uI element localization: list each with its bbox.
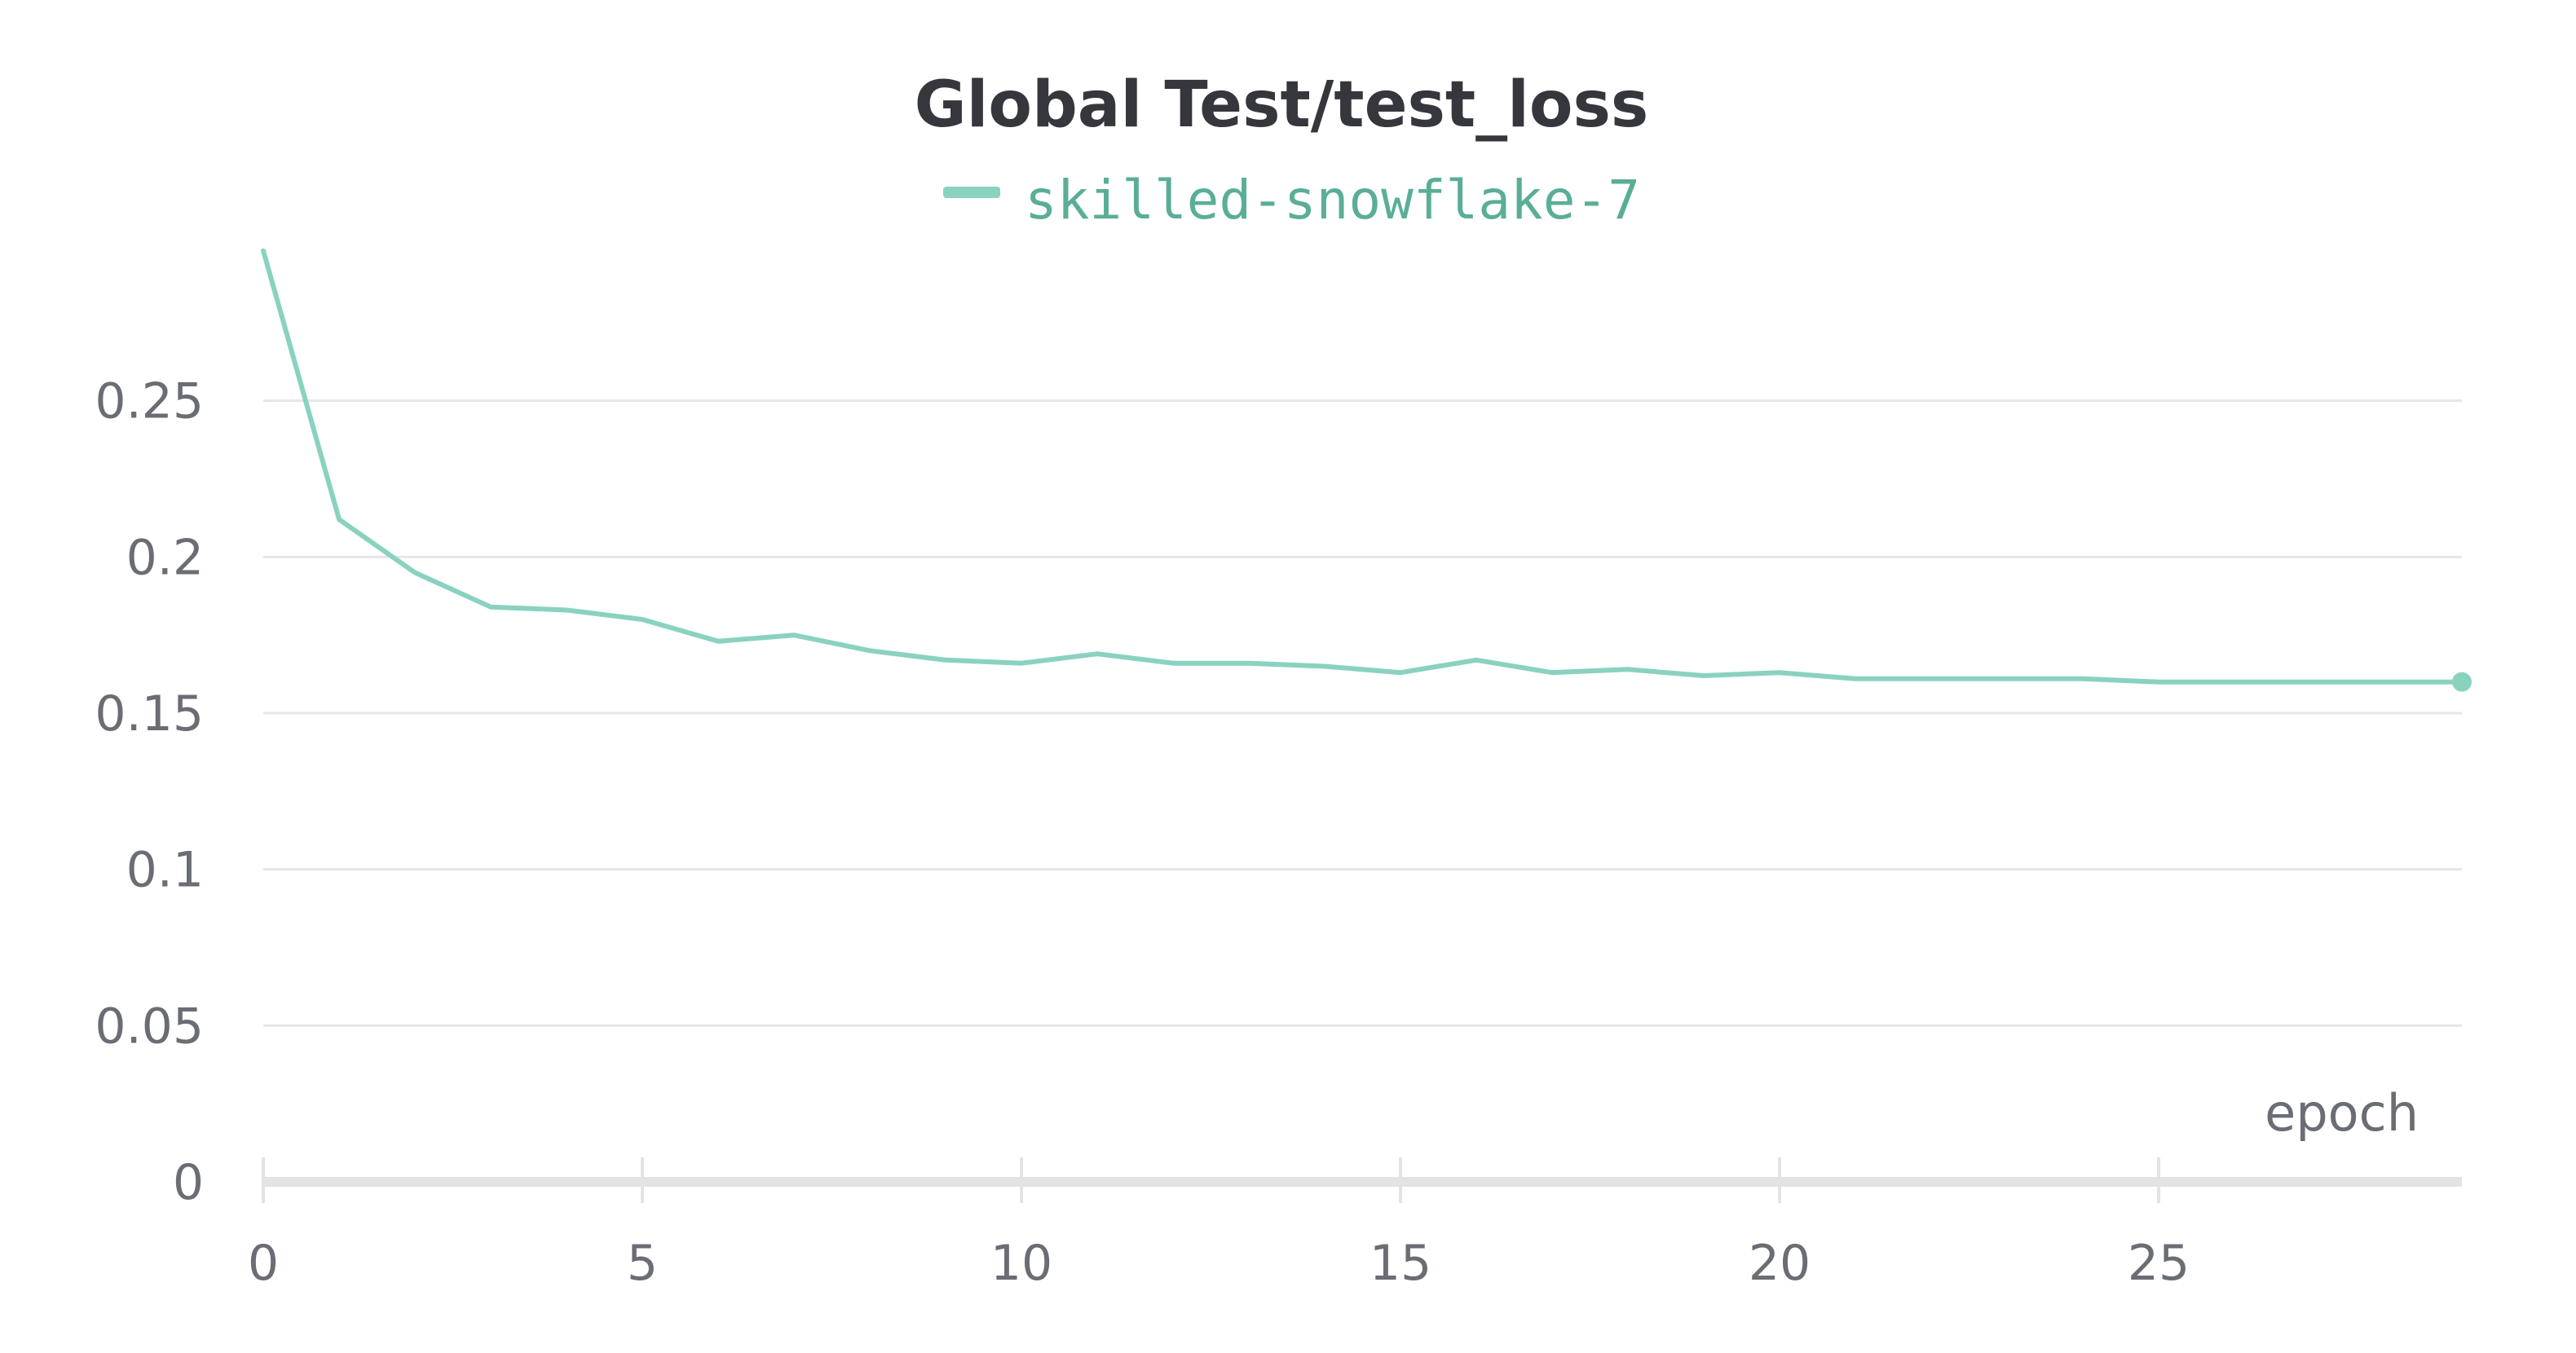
legend-swatch-skilled-snowflake-7 [943, 187, 1000, 198]
y-tick-label-2: 0.1 [126, 842, 204, 899]
data-point-25[interactable] [2154, 677, 2164, 687]
data-point-24[interactable] [2078, 674, 2088, 684]
data-point-16[interactable] [1471, 655, 1481, 665]
data-point-19[interactable] [1699, 671, 1709, 681]
y-tick-label-1: 0.05 [95, 998, 204, 1055]
y-axis: 0 0.05 0.1 0.15 0.2 0.25 [95, 373, 204, 1211]
plot-area[interactable] [258, 246, 2472, 692]
x-tick-label-1: 5 [627, 1235, 658, 1292]
data-point-21[interactable] [1850, 674, 1860, 684]
data-point-1[interactable] [334, 514, 344, 524]
data-point-17[interactable] [1547, 668, 1557, 677]
y-tick-label-5: 0.25 [95, 373, 204, 430]
legend-label-skilled-snowflake-7: skilled-snowflake-7 [1025, 169, 1640, 231]
x-tick-label-5: 25 [2128, 1235, 2190, 1292]
data-point-2[interactable] [410, 568, 420, 578]
data-point-26[interactable] [2230, 677, 2239, 687]
data-point-13[interactable] [1244, 659, 1254, 668]
data-point-11[interactable] [1092, 649, 1102, 659]
data-point-6[interactable] [713, 637, 723, 646]
x-tick-label-2: 10 [990, 1235, 1052, 1292]
data-point-5[interactable] [637, 615, 647, 624]
chart-title: Global Test/test_loss [915, 68, 1649, 142]
data-point-12[interactable] [1168, 659, 1178, 668]
data-point-18[interactable] [1623, 664, 1633, 674]
y-tick-label-3: 0.15 [95, 685, 204, 743]
data-point-10[interactable] [1017, 659, 1026, 668]
x-tick-label-0: 0 [248, 1235, 279, 1292]
data-point-23[interactable] [2002, 674, 2012, 684]
data-point-15[interactable] [1396, 668, 1405, 677]
data-point-4[interactable] [562, 606, 571, 615]
x-tick-label-3: 15 [1370, 1235, 1431, 1292]
data-point-0[interactable] [258, 246, 268, 256]
data-point-29[interactable] [2452, 672, 2472, 692]
data-point-14[interactable] [1320, 662, 1330, 672]
series-line-skilled-snowflake-7[interactable] [261, 248, 2464, 685]
gridlines [263, 399, 2462, 1027]
data-point-28[interactable] [2381, 677, 2391, 687]
data-point-22[interactable] [1926, 674, 1936, 684]
legend[interactable]: skilled-snowflake-7 [943, 169, 1640, 231]
data-point-9[interactable] [941, 655, 951, 665]
x-axis: 0 5 10 15 20 25 [248, 1157, 2462, 1292]
data-point-27[interactable] [2305, 677, 2315, 687]
data-point-20[interactable] [1775, 668, 1784, 677]
x-axis-label: epoch [2265, 1083, 2419, 1143]
data-point-7[interactable] [789, 630, 799, 640]
data-point-3[interactable] [486, 602, 496, 612]
data-point-8[interactable] [865, 646, 875, 655]
y-tick-label-0: 0 [173, 1154, 204, 1211]
y-tick-label-4: 0.2 [126, 529, 204, 586]
x-tick-label-4: 20 [1749, 1235, 1811, 1292]
